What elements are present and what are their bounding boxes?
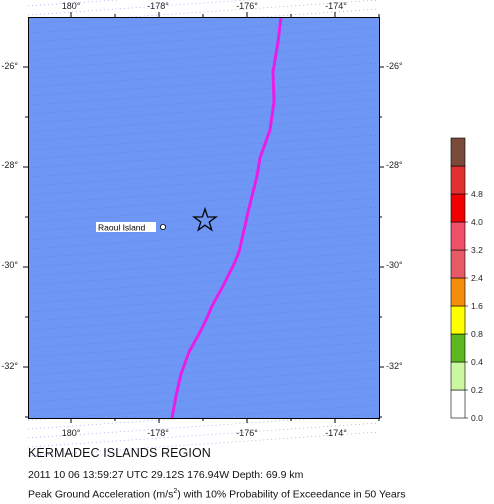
legend-label: 0.8 (471, 329, 483, 339)
legend-label: 4.0 (471, 217, 483, 227)
latitude-labels-left: -26° -28° -30° -32° (1, 61, 18, 371)
legend-swatch (450, 137, 466, 167)
lon-label: 180° (62, 1, 81, 11)
legend-label: 0.2 (471, 385, 483, 395)
legend-swatch (450, 249, 466, 279)
legend-label: 2.4 (471, 273, 483, 283)
map-title: KERMADEC ISLANDS REGION (28, 446, 211, 460)
lat-label: -28° (386, 160, 403, 170)
ocean-area (27, 0, 380, 457)
place-label: Raoul Island (98, 223, 146, 233)
lon-label: -178° (147, 1, 169, 11)
color-scale-legend: 0.0 0.2 0.4 0.8 1.6 2.4 3.2 4.0 4.8 (450, 137, 483, 423)
legend-swatch (450, 277, 466, 307)
legend-swatch (450, 361, 466, 391)
legend-swatch (450, 221, 466, 251)
lat-label: -30° (386, 260, 403, 270)
lon-label: -178° (147, 428, 169, 438)
plate-boundary-line (170, 16, 283, 419)
lon-label: -174° (325, 1, 347, 11)
legend-swatch (450, 193, 466, 223)
longitude-labels-bottom: 180° -178° -176° -174° (62, 428, 348, 438)
legend-label: 4.8 (471, 189, 483, 199)
lat-label: -30° (1, 260, 18, 270)
legend-swatch (450, 333, 466, 363)
legend-label: 3.2 (471, 245, 483, 255)
lon-label: -176° (236, 1, 258, 11)
ocean-background (28, 17, 379, 418)
legend-label: 1.6 (471, 301, 483, 311)
lon-label: 180° (62, 428, 81, 438)
tick-marks (23, 12, 384, 423)
lon-label: -174° (325, 428, 347, 438)
axis-ticks (23, 12, 384, 423)
epicenter-star-icon (192, 206, 218, 232)
latitude-labels-right: -26° -28° -30° -32° (386, 61, 403, 371)
pga-caption: Peak Ground Acceleration (m/s2) with 10%… (28, 488, 405, 501)
legend-label: 0.0 (471, 413, 483, 423)
legend-swatch (450, 165, 466, 195)
lat-label: -32° (1, 361, 18, 371)
legend-label: 0.4 (471, 357, 483, 367)
raoul-island-marker: Raoul Island (96, 222, 166, 233)
map-frame (28, 17, 380, 419)
pga-text-start: Peak Ground Acceleration (m/s (28, 488, 174, 501)
lat-label: -32° (386, 361, 403, 371)
pga-text-end: ) with 10% Probability of Exceedance in … (177, 488, 406, 501)
lon-label: -176° (236, 428, 258, 438)
legend-swatch (450, 389, 466, 419)
island-dot (159, 223, 166, 230)
pga-unit-power: 2 (173, 488, 178, 495)
place-label-background (96, 222, 156, 232)
lat-label: -28° (1, 160, 18, 170)
lat-label: -26° (386, 61, 403, 71)
longitude-labels-top: 180° -178° -176° -174° (62, 1, 348, 11)
map-overlays: Raoul Island (96, 16, 283, 419)
legend-swatch (450, 305, 466, 335)
lat-label: -26° (1, 61, 18, 71)
event-info: 2011 10 06 13:59:27 UTC 29.12S 176.94W D… (28, 469, 304, 481)
